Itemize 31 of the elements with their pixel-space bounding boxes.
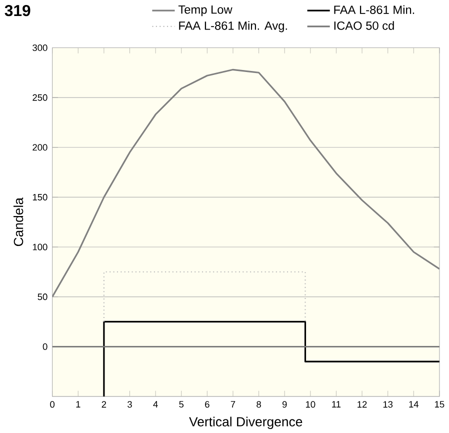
x-tick-label: 3 <box>128 400 132 408</box>
y-axis-title: Candela <box>13 197 24 246</box>
x-tick-label: 0 <box>50 400 55 408</box>
legend-label: ICAO 50 cd <box>334 20 394 30</box>
y-tick-label: 100 <box>32 244 48 250</box>
legend-label: FAA L-861 Min. Avg. <box>179 20 287 32</box>
x-tick-label: 12 <box>358 400 367 408</box>
x-tick-label: 5 <box>179 400 184 408</box>
x-axis-title: Vertical Divergence <box>189 416 302 429</box>
x-tick-label: 4 <box>153 400 158 408</box>
x-tick-label: 8 <box>256 400 261 408</box>
x-tick-label: 10 <box>306 400 316 408</box>
y-tick-label: 0 <box>42 343 48 350</box>
x-tick-label: 14 <box>409 400 419 408</box>
x-tick-label: 6 <box>205 400 210 408</box>
x-tick-label: 15 <box>435 400 444 408</box>
legend-label: FAA L-861 Min. <box>334 5 414 14</box>
x-tick-label: 2 <box>102 400 106 408</box>
y-tick-label: 50 <box>38 293 48 300</box>
x-tick-label: 9 <box>282 400 287 408</box>
y-tick-label: 300 <box>32 44 48 51</box>
legend-label: Temp Low <box>178 5 232 16</box>
y-tick-label: 250 <box>32 94 48 101</box>
y-tick-label: 150 <box>32 194 48 200</box>
text: 319 <box>4 4 30 16</box>
x-tick-label: 13 <box>383 400 393 408</box>
x-tick-label: 7 <box>230 400 236 408</box>
x-tick-label: 1 <box>76 400 80 408</box>
line-series <box>52 68 440 298</box>
x-tick-label: 11 <box>332 400 341 408</box>
y-tick-label: 200 <box>32 144 48 150</box>
